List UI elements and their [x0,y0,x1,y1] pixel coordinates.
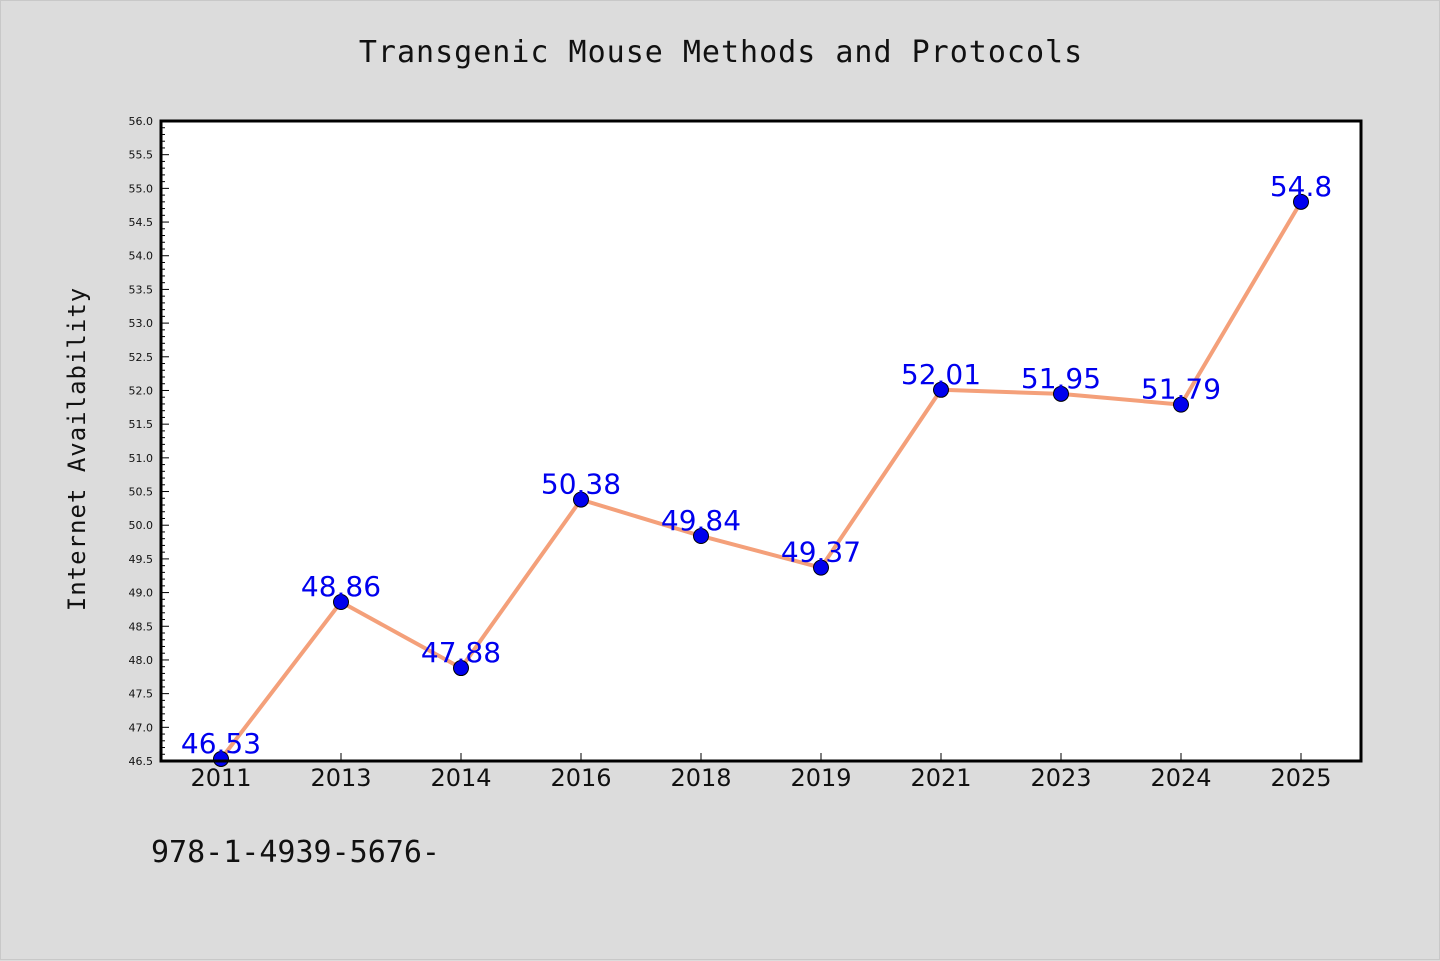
y-tick-label: 52.5 [129,351,154,364]
y-tick-label: 53.0 [129,317,154,330]
y-axis-ticks: 46.5 47.0 47.5 48.0 48.5 49.0 49.5 50.0 50.5 51.0… [129,115,169,768]
y-tick-label: 51.5 [129,418,154,431]
y-tick-label: 47.5 [129,688,154,701]
data-point [813,559,829,576]
y-tick-label: 55.0 [129,182,154,195]
data-point [1053,385,1069,402]
y-tick-label: 55.5 [129,149,154,162]
x-tick-label: 2023 [1030,764,1091,792]
data-point [573,491,589,508]
data-label: 48.86 [301,570,381,603]
data-label: 47.88 [421,636,501,669]
footnote-isbn: 978-1-4939-5676- [151,835,440,870]
x-tick-label: 2024 [1150,764,1211,792]
y-tick-label: 49.5 [129,553,154,566]
series-markers [213,193,1309,767]
data-label: 49.37 [781,536,861,569]
y-tick-label: 50.5 [129,486,154,499]
y-tick-label: 52.0 [129,384,154,397]
x-tick-label: 2025 [1270,764,1331,792]
data-label: 50.38 [541,468,621,501]
data-label: 49.84 [661,504,741,537]
y-tick-label: 46.5 [129,755,154,768]
data-label: 54.8 [1270,170,1332,203]
plot-frame [159,119,1363,763]
x-tick-label: 2018 [670,764,731,792]
series-line [219,200,1303,761]
data-point [213,750,229,767]
data-label: 52.01 [901,358,981,391]
x-tick-label: 2019 [790,764,851,792]
y-tick-label: 48.0 [129,654,154,667]
data-point [333,594,349,611]
data-point [1293,193,1309,210]
y-tick-label: 47.0 [129,721,154,734]
data-point [933,381,949,398]
y-tick-label: 54.0 [129,250,154,263]
chart-title: Transgenic Mouse Methods and Protocols [358,35,1084,70]
x-axis-ticks: 2011 2013 2014 2016 2018 2019 2021 2023 2024 2025 [190,753,1332,792]
data-label: 51.95 [1021,362,1101,395]
data-label: 51.79 [1141,373,1221,406]
y-tick-label: 48.5 [129,620,154,633]
x-tick-label: 2011 [190,764,251,792]
y-tick-label: 56.0 [129,115,154,128]
data-point [1173,396,1189,413]
x-tick-label: 2013 [310,764,371,792]
plot-area [161,121,1361,761]
data-point [693,527,709,544]
y-tick-label: 54.5 [129,216,154,229]
x-tick-label: 2014 [430,764,491,792]
y-tick-label: 50.0 [129,519,154,532]
x-tick-label: 2021 [910,764,971,792]
data-point [453,660,469,677]
data-labels: 46.53 48.86 47.88 50.38 49.84 49.37 52.01 51.95… [181,170,1332,760]
data-label: 46.53 [181,727,261,760]
y-tick-label: 49.0 [129,587,154,600]
x-tick-label: 2016 [550,764,611,792]
y-tick-label: 53.5 [129,283,154,296]
y-tick-label: 51.0 [129,452,154,465]
